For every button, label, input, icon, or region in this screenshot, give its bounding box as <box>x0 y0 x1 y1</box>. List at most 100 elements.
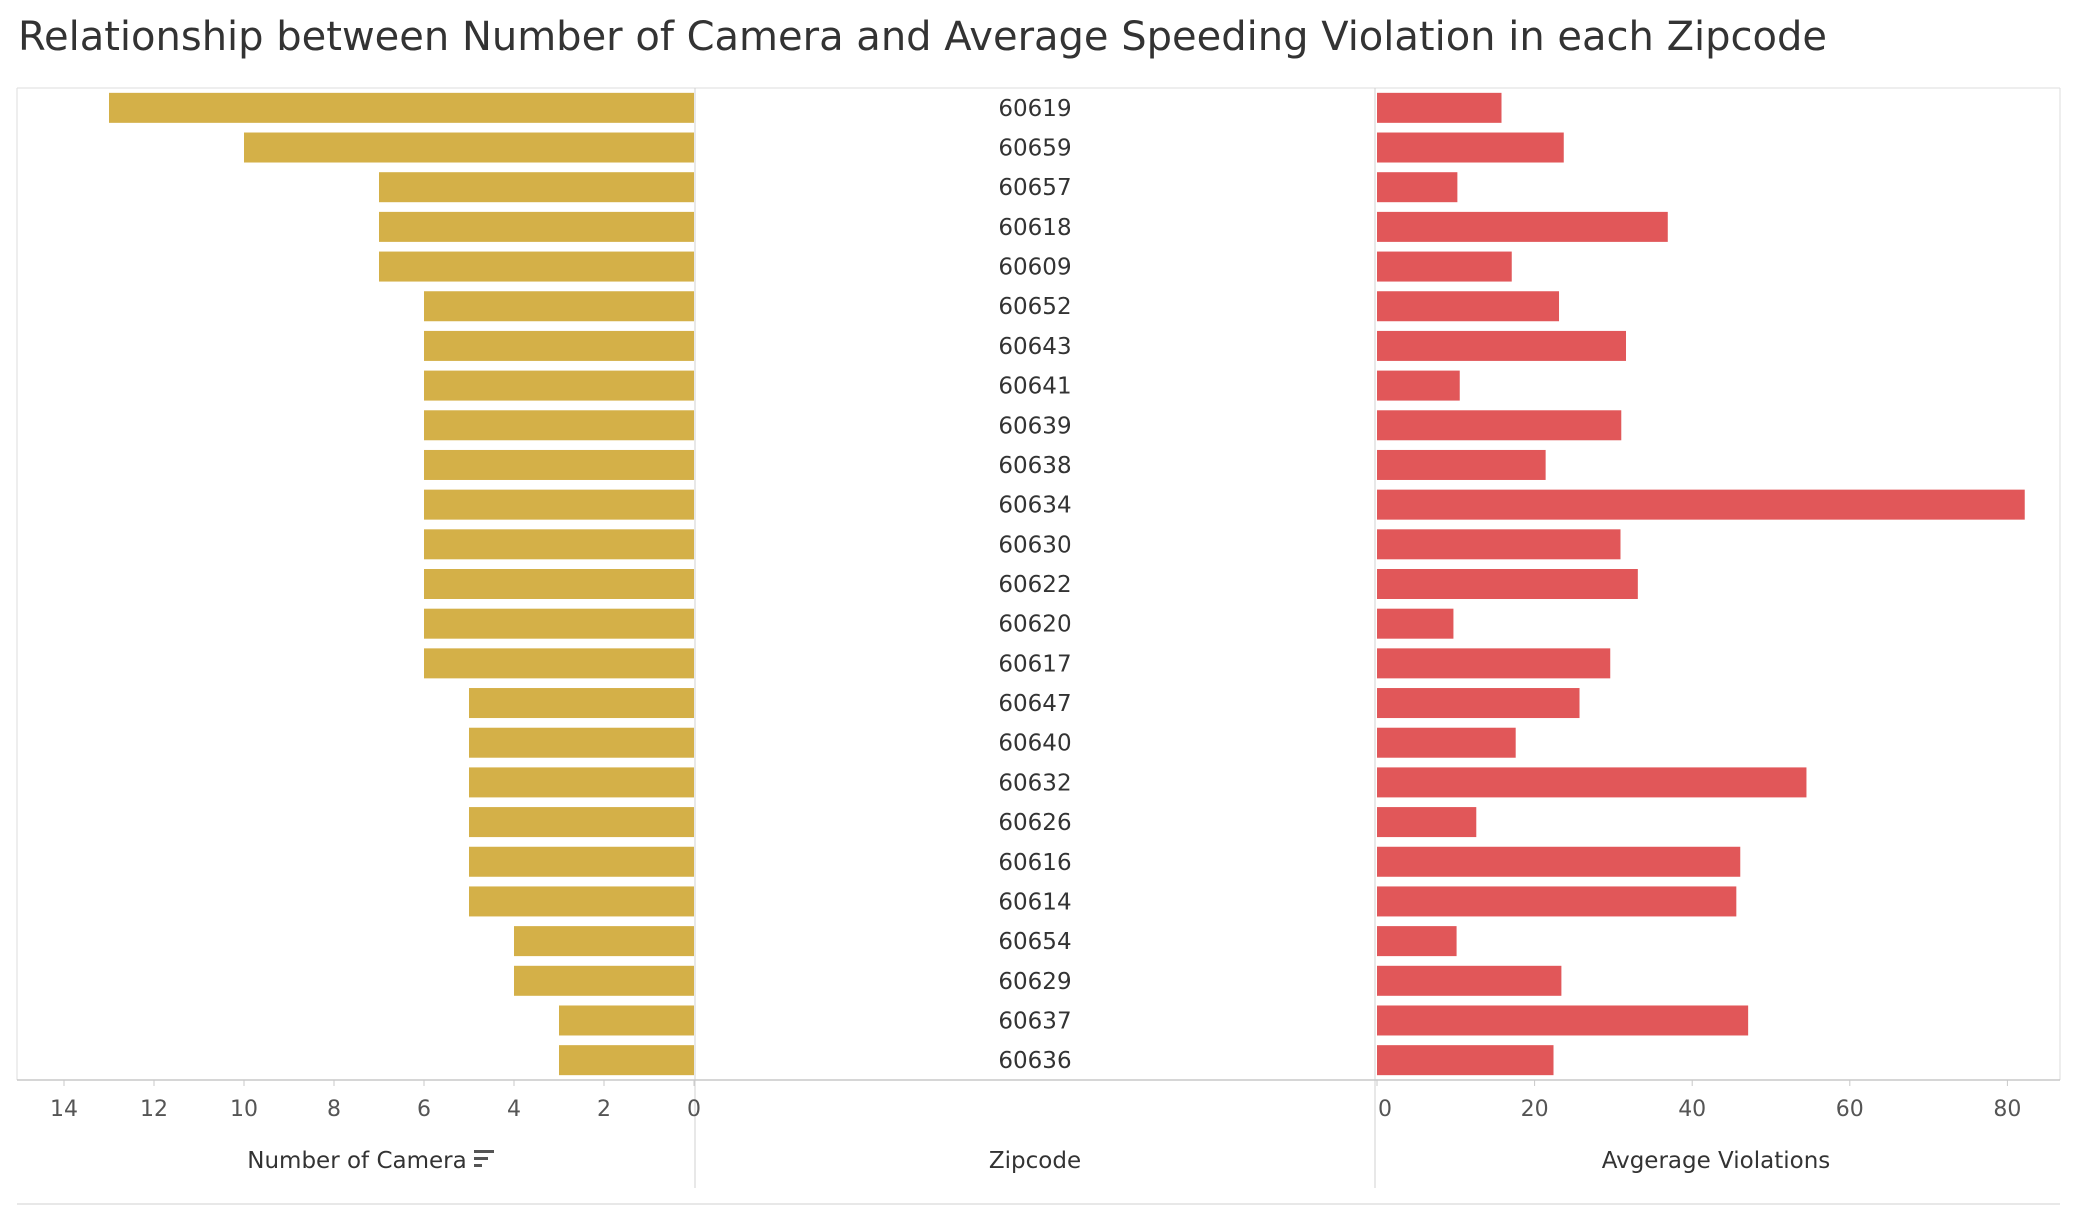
camera-bar-60620 <box>424 608 694 639</box>
camera-tick-label-10: 10 <box>230 1097 258 1122</box>
zipcode-label-60629: 60629 <box>998 969 1071 995</box>
zipcode-label-60641: 60641 <box>998 374 1071 400</box>
violations-axis-ticks: 0 20 40 60 80 <box>1376 1080 2021 1122</box>
zipcode-label-60614: 60614 <box>998 889 1071 915</box>
camera-bar-60618 <box>379 211 694 242</box>
violation-bar-60622 <box>1377 569 1638 599</box>
violation-bars <box>1377 92 2025 1076</box>
camera-bar-60626 <box>469 807 694 838</box>
axis-titles: Number of Camera Zipcode Avgerage Violatio… <box>247 1148 1830 1174</box>
violation-bar-60640 <box>1377 727 1516 758</box>
violations-tick-label-20: 20 <box>1521 1097 1549 1122</box>
violation-bar-60629 <box>1377 965 1562 996</box>
camera-bar-60634 <box>424 489 694 520</box>
camera-bar-60636 <box>559 1045 694 1076</box>
violation-bar-60637 <box>1377 1005 1749 1036</box>
zipcode-label-60647: 60647 <box>998 691 1071 717</box>
zipcode-label-60643: 60643 <box>998 334 1071 360</box>
zipcode-label-60618: 60618 <box>998 215 1071 241</box>
violation-bar-60617 <box>1377 648 1611 679</box>
zipcode-label-60639: 60639 <box>998 413 1071 439</box>
camera-bar-60652 <box>424 291 694 322</box>
camera-bar-60647 <box>469 688 694 719</box>
zipcode-label-60634: 60634 <box>998 493 1071 519</box>
zipcode-axis-title: Zipcode <box>989 1148 1081 1174</box>
violations-tick-label-80: 80 <box>1993 1097 2021 1122</box>
sort-icon-line-2 <box>474 1157 488 1160</box>
zipcode-label-60619: 60619 <box>998 96 1071 122</box>
camera-axis-ticks: 14 12 10 8 6 4 2 0 <box>50 1080 701 1122</box>
zipcode-label-60637: 60637 <box>998 1008 1071 1034</box>
chart-title: Relationship between Number of Camera an… <box>18 14 1827 60</box>
violation-bar-60609 <box>1377 251 1512 282</box>
zipcode-label-60652: 60652 <box>998 294 1071 320</box>
violation-bar-60619 <box>1377 92 1502 123</box>
zipcode-label-60622: 60622 <box>998 572 1071 598</box>
camera-bar-60629 <box>514 965 694 996</box>
camera-bar-60659 <box>244 132 694 163</box>
zipcode-label-60630: 60630 <box>998 532 1071 558</box>
violation-bar-60647 <box>1377 688 1580 719</box>
camera-bar-60622 <box>424 569 694 599</box>
camera-bar-60638 <box>424 449 694 480</box>
violation-bar-60626 <box>1377 807 1477 838</box>
violation-bar-60643 <box>1377 330 1627 361</box>
chart-frame <box>16 87 2061 1205</box>
sort-icon-line-3 <box>474 1164 482 1167</box>
camera-bars <box>109 92 694 1076</box>
camera-bar-60632 <box>469 767 694 798</box>
zipcode-label-60626: 60626 <box>998 810 1071 836</box>
zipcode-label-60616: 60616 <box>998 850 1071 876</box>
zipcode-label-60659: 60659 <box>998 136 1071 162</box>
violation-bar-60654 <box>1377 926 1457 957</box>
zipcode-label-60632: 60632 <box>998 770 1071 796</box>
zipcode-label-60617: 60617 <box>998 651 1071 677</box>
camera-tick-label-6: 6 <box>417 1097 431 1122</box>
violations-tick-label-60: 60 <box>1836 1097 1864 1122</box>
zipcode-label-60657: 60657 <box>998 175 1071 201</box>
violation-bar-60634 <box>1377 489 2025 520</box>
camera-bar-60619 <box>109 92 694 123</box>
violation-bar-60616 <box>1377 846 1741 877</box>
violations-tick-label-40: 40 <box>1678 1097 1706 1122</box>
camera-bar-60643 <box>424 330 694 361</box>
camera-tick-label-4: 4 <box>507 1097 521 1122</box>
camera-bar-60614 <box>469 886 694 917</box>
sort-descending-icon <box>474 1150 494 1167</box>
violations-axis-title: Avgerage Violations <box>1602 1148 1831 1174</box>
zipcode-label-60636: 60636 <box>998 1048 1071 1074</box>
sort-icon-line-1 <box>474 1150 494 1153</box>
camera-bar-60639 <box>424 410 694 441</box>
violation-bar-60659 <box>1377 132 1564 163</box>
camera-tick-label-12: 12 <box>140 1097 168 1122</box>
camera-bar-60637 <box>559 1005 694 1036</box>
violation-bar-60657 <box>1377 172 1458 203</box>
violation-bar-60638 <box>1377 449 1546 480</box>
violations-tick-label-0: 0 <box>1378 1097 1392 1122</box>
violation-bar-60639 <box>1377 410 1622 441</box>
camera-bar-60630 <box>424 529 694 560</box>
camera-tick-label-0: 0 <box>687 1097 701 1122</box>
camera-tick-label-2: 2 <box>597 1097 611 1122</box>
camera-bar-60640 <box>469 727 694 758</box>
violation-bar-60618 <box>1377 211 1668 242</box>
zipcode-label-60638: 60638 <box>998 453 1071 479</box>
camera-bar-60617 <box>424 648 694 679</box>
zipcode-label-60609: 60609 <box>998 255 1071 281</box>
violation-bar-60632 <box>1377 767 1807 798</box>
camera-bar-60609 <box>379 251 694 282</box>
violation-bar-60636 <box>1377 1045 1554 1076</box>
violation-bar-60630 <box>1377 529 1621 560</box>
zipcode-label-60654: 60654 <box>998 929 1071 955</box>
camera-axis-title: Number of Camera <box>247 1148 466 1174</box>
camera-bar-60657 <box>379 172 694 203</box>
violation-bar-60652 <box>1377 291 1560 322</box>
camera-tick-label-8: 8 <box>327 1097 341 1122</box>
zipcode-label-60620: 60620 <box>998 612 1071 638</box>
zipcode-labels: 60619 60659 60657 60618 60609 60652 60643 60641… <box>998 96 1071 1074</box>
violation-bar-60614 <box>1377 886 1737 917</box>
violation-bar-60620 <box>1377 608 1454 639</box>
camera-tick-label-14: 14 <box>50 1097 78 1122</box>
violation-bar-60641 <box>1377 370 1460 401</box>
